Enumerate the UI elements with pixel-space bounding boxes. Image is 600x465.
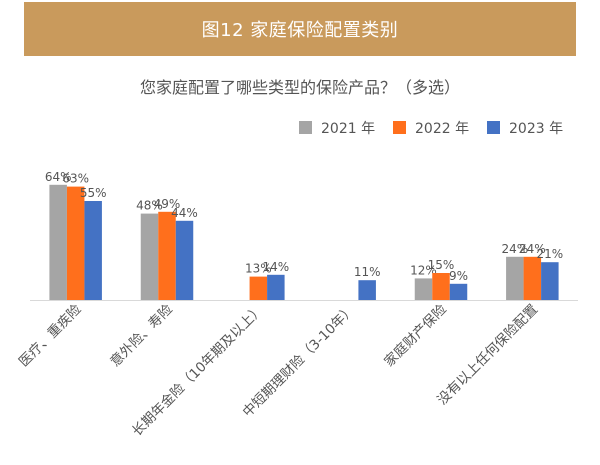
legend-swatch-2 — [487, 121, 500, 134]
bar-5-2 — [541, 262, 559, 300]
category-label-1: 意外险、寿险 — [107, 300, 177, 370]
bar-4-1 — [432, 273, 450, 300]
bar-5-0 — [506, 257, 524, 300]
bar-2-2 — [267, 275, 285, 300]
value-label-1-2: 44% — [171, 206, 198, 220]
bar-5-1 — [524, 257, 542, 300]
bar-0-0 — [49, 185, 67, 300]
category-label-0: 医疗、重疾险 — [16, 301, 85, 370]
value-label-5-2: 21% — [536, 247, 563, 261]
bar-1-2 — [176, 221, 194, 300]
bar-4-0 — [415, 278, 433, 300]
legend-label-1: 2022 年 — [415, 121, 469, 137]
chart-title: 您家庭配置了哪些类型的保险产品？（多选） — [140, 78, 460, 97]
bar-0-1 — [67, 187, 85, 300]
bar-1-1 — [158, 212, 176, 300]
bars-group: 64%63%55%48%49%44%13%14% 11% 12%15%9%24%24… — [45, 170, 563, 300]
bar-2-1 — [250, 277, 267, 300]
legend-swatch-1 — [393, 121, 406, 134]
value-label-4-2: 9% — [449, 269, 468, 283]
category-labels: 医疗、重疾险 意外险、寿险长期年金险（10年期及以上）中短期理财险（3-10年）家… — [16, 300, 541, 439]
bar-0-2 — [84, 201, 102, 300]
value-label-0-2: 55% — [80, 186, 107, 200]
category-label-4: 家庭财产保险 — [381, 300, 451, 370]
legend-label-0: 2021 年 — [321, 121, 375, 137]
category-label-5: 没有以上任何保险配置 — [434, 302, 541, 409]
value-label-3-2: 11% — [354, 265, 381, 279]
legend-swatch-0 — [299, 121, 312, 134]
bar-4-2 — [450, 284, 468, 300]
bar-3-2 — [358, 280, 376, 300]
legend: 2021 年 2022 年 2023 年 — [299, 121, 563, 137]
value-label-0-1: 63% — [62, 172, 89, 186]
legend-label-2: 2023 年 — [509, 121, 563, 137]
bar-1-0 — [141, 214, 159, 300]
value-label-2-2: 14% — [262, 260, 289, 274]
